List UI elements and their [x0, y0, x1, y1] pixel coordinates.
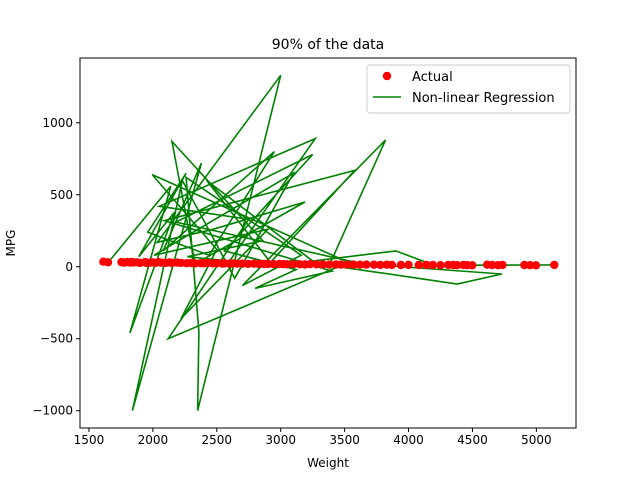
y-tick-label: 500	[50, 188, 73, 202]
x-tick-label: 2500	[202, 433, 233, 447]
y-tick-label: −1000	[32, 404, 73, 418]
plot-frame	[79, 57, 577, 429]
x-tick-label: 4000	[393, 433, 424, 447]
plot-area	[99, 74, 559, 411]
actual-point	[498, 260, 507, 270]
x-tick-label: 2000	[138, 433, 169, 447]
legend-actual-label: Actual	[412, 70, 453, 85]
legend-box	[366, 64, 571, 114]
chart-title: 90% of the data	[272, 37, 384, 53]
y-tick-label: 0	[65, 260, 73, 274]
actual-point	[376, 260, 385, 270]
x-tick-label: 4500	[457, 433, 488, 447]
y-axis-label: MPG	[4, 230, 18, 257]
x-tick-label: 5000	[521, 433, 552, 447]
regression-line	[103, 74, 555, 411]
x-tick-label: 3500	[329, 433, 360, 447]
actual-point	[422, 260, 431, 270]
y-axis-ticks: −1000 −500 0 500 1000	[32, 116, 80, 418]
actual-point	[318, 260, 328, 269]
actual-point	[305, 260, 315, 269]
actual-point	[387, 260, 397, 270]
y-tick-label: −500	[40, 332, 73, 346]
actual-point	[531, 261, 541, 270]
actual-point	[396, 260, 406, 270]
actual-point	[369, 260, 379, 269]
actual-point	[343, 260, 352, 269]
actual-point	[349, 260, 358, 269]
actual-point	[362, 260, 371, 269]
actual-point	[312, 260, 321, 269]
actual-points	[99, 257, 559, 270]
actual-point	[289, 260, 298, 269]
actual-point	[404, 260, 413, 270]
actual-point	[452, 261, 462, 270]
x-tick-label: 3000	[265, 433, 296, 447]
actual-point	[550, 260, 559, 270]
y-tick-label: 1000	[42, 116, 73, 130]
actual-point	[436, 261, 445, 270]
legend-actual-marker	[382, 71, 392, 81]
legend: Actual Non-linear Regression	[366, 64, 571, 114]
x-tick-label: 1500	[74, 433, 105, 447]
actual-point	[525, 261, 535, 270]
x-axis-label: Weight	[307, 456, 349, 470]
actual-point	[325, 260, 334, 269]
actual-point	[103, 258, 113, 267]
actual-point	[414, 260, 423, 270]
actual-point	[282, 260, 292, 269]
x-axis-ticks: 1500 2000 2500 3000 3500 4000 4500 5000	[74, 428, 552, 447]
actual-point	[355, 260, 365, 269]
actual-point	[336, 260, 345, 269]
actual-point	[428, 260, 437, 270]
legend-regression-label: Non-linear Regression	[412, 91, 555, 106]
actual-point	[468, 261, 477, 270]
